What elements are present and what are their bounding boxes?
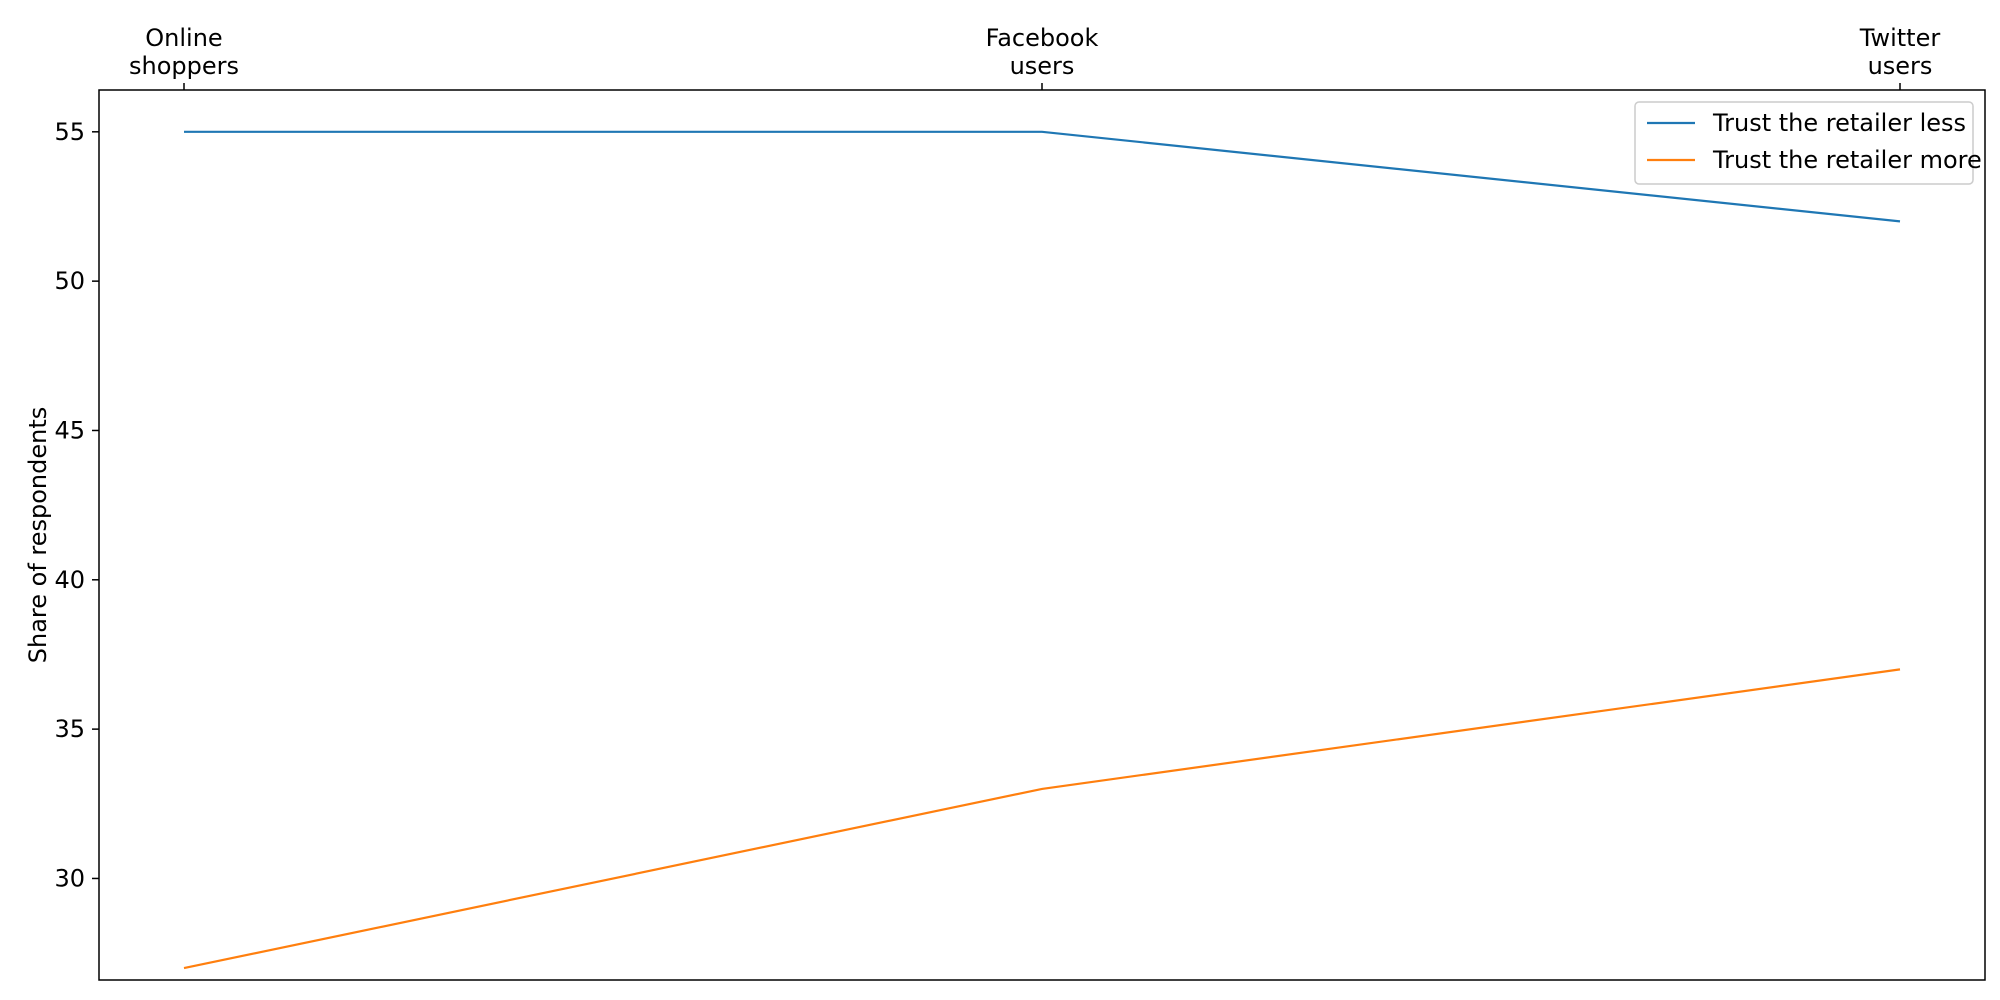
legend-frame [1634, 101, 1974, 185]
x-tick-label-line: users [1868, 52, 1933, 80]
x-tick-label: Online shoppers [129, 24, 239, 80]
x-tick-label-line: shoppers [129, 52, 239, 80]
y-tick-label: 45 [54, 416, 85, 444]
y-tick-label: 35 [54, 715, 85, 743]
y-axis: 30 35 40 45 50 55 [54, 118, 99, 892]
x-tick-label-line: users [1010, 52, 1075, 80]
x-tick-label: Twitter users [1859, 24, 1941, 80]
y-axis-label: Share of respondents [24, 407, 52, 664]
series-line-2 [183, 668, 1901, 970]
y-tick-label: 50 [54, 267, 85, 295]
series-layer [183, 130, 1901, 970]
y-tick-label: 40 [54, 566, 85, 594]
x-tick-label-line: Twitter [1859, 24, 1941, 52]
x-tick-label-line: Online [145, 24, 222, 52]
y-tick-label: 30 [54, 864, 85, 892]
x-tick-label-line: Facebook [986, 24, 1099, 52]
x-tick-label: Facebook users [986, 24, 1099, 80]
y-tick-label: 55 [54, 118, 85, 146]
plot-frame [98, 89, 1986, 981]
series-line-1 [184, 130, 1901, 223]
plot-area [98, 89, 1986, 981]
legend-label-1: Trust the retailer less [1712, 109, 1966, 137]
legend: Trust the retailer less Trust the retaile… [1634, 101, 1982, 185]
legend-label-2: Trust the retailer more [1712, 146, 1982, 174]
